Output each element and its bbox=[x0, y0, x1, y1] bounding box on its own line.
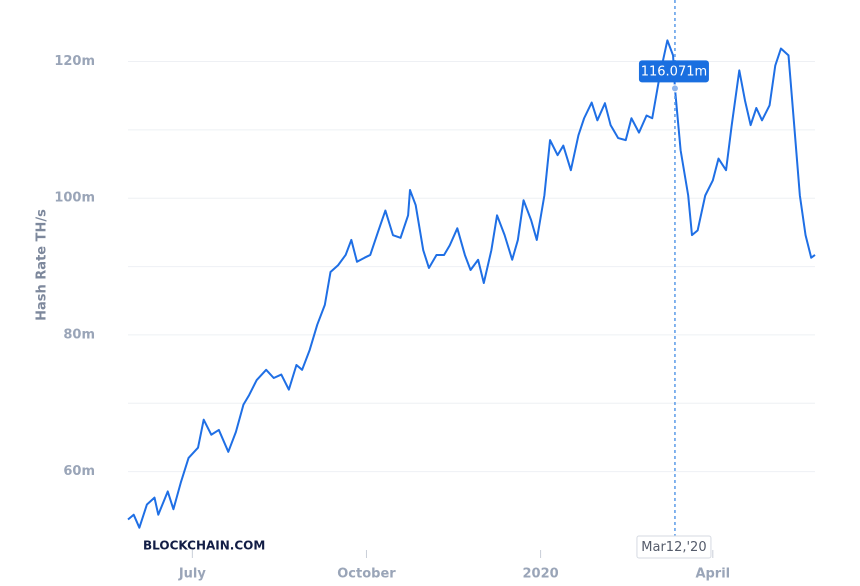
x-tooltip-box bbox=[636, 535, 712, 559]
y-tick-label: 120m bbox=[54, 54, 95, 69]
x-tick-label: April bbox=[695, 567, 730, 582]
y-axis-label: Hash Rate TH/s bbox=[35, 209, 50, 321]
y-tick-label: 60m bbox=[63, 464, 95, 479]
x-tooltip-label: Mar12,'20 bbox=[641, 540, 706, 555]
x-tick-label: 2020 bbox=[522, 567, 558, 582]
tooltip-point bbox=[670, 84, 679, 93]
tooltip-value: 116.071m bbox=[641, 64, 707, 79]
data-line bbox=[127, 39, 816, 529]
tooltip-box bbox=[638, 60, 709, 83]
x-tick-label: July bbox=[178, 567, 207, 582]
y-tick-label: 80m bbox=[63, 327, 95, 342]
x-tick-label: October bbox=[337, 567, 396, 582]
y-tick-label: 100m bbox=[54, 191, 95, 206]
watermark: BLOCKCHAIN.COM bbox=[143, 539, 265, 553]
grid bbox=[128, 61, 815, 473]
